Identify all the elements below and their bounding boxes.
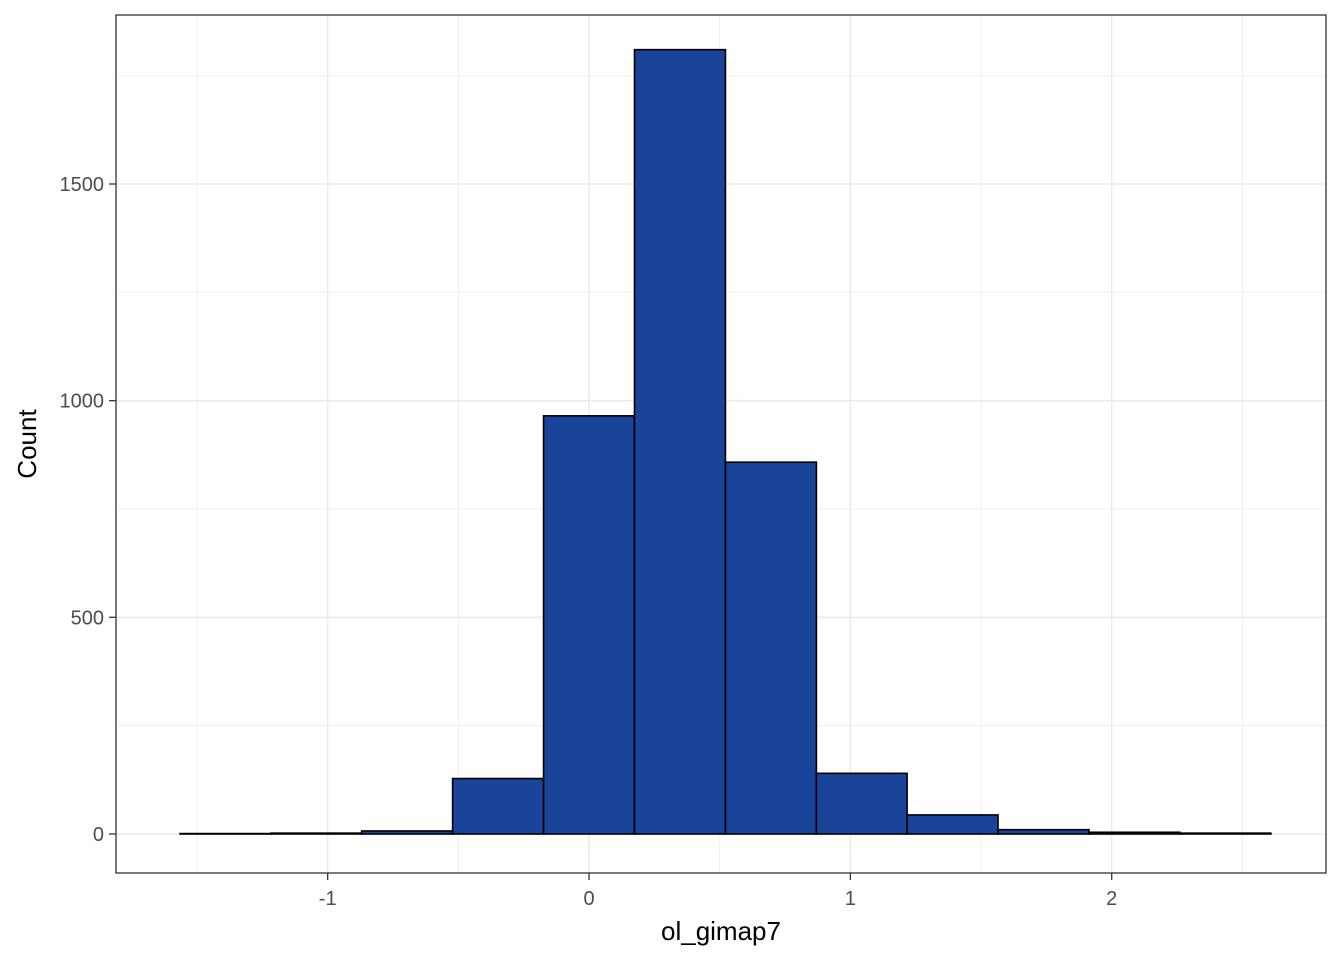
panel-border bbox=[115, 14, 1327, 874]
histogram-bar bbox=[270, 832, 363, 835]
y-tick-label: 1000 bbox=[60, 391, 105, 413]
histogram-bar bbox=[360, 830, 454, 835]
x-tick-label: 2 bbox=[1106, 888, 1117, 910]
histogram-bar bbox=[1179, 832, 1272, 835]
y-axis-ticks: 0 500 1000 1500 bbox=[60, 174, 116, 846]
x-tick-label: -1 bbox=[319, 888, 337, 910]
histogram-bar bbox=[906, 814, 999, 835]
histogram-bar bbox=[633, 48, 727, 835]
histogram-bar bbox=[542, 415, 636, 835]
histogram-bar bbox=[724, 461, 818, 835]
histogram-bar bbox=[997, 828, 1090, 835]
histogram-bar bbox=[451, 777, 545, 835]
x-axis-title: ol_gimap7 bbox=[661, 916, 781, 946]
y-axis-title: Count bbox=[12, 409, 42, 479]
histogram-bar bbox=[815, 772, 908, 835]
x-tick-label: 1 bbox=[845, 888, 856, 910]
y-tick-label: 500 bbox=[71, 607, 104, 629]
x-axis-ticks: -1 0 1 2 bbox=[319, 873, 1117, 910]
y-tick-label: 1500 bbox=[60, 174, 105, 196]
bars bbox=[179, 48, 1272, 835]
x-tick-label: 0 bbox=[583, 888, 594, 910]
y-tick-label: 0 bbox=[93, 824, 104, 846]
histogram-bar bbox=[1088, 831, 1181, 835]
